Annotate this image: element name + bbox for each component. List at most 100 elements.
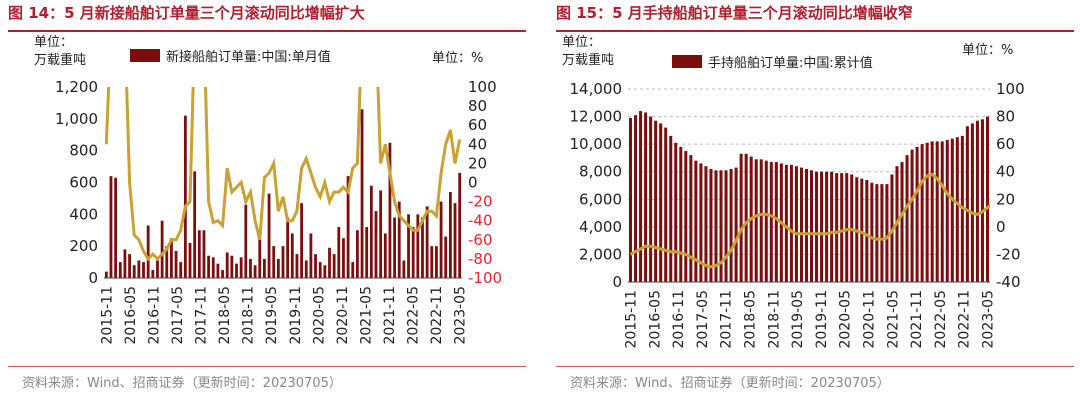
y-left-tick-label: 600 <box>69 174 98 192</box>
x-tick-label: 2016-05 <box>123 286 139 345</box>
bar <box>263 258 266 278</box>
bar <box>704 166 708 282</box>
bar <box>950 138 954 282</box>
bar <box>244 204 248 278</box>
bar <box>118 262 122 278</box>
bar <box>905 155 909 282</box>
bar <box>314 254 317 278</box>
bar <box>910 149 914 282</box>
bar <box>402 260 406 278</box>
bar <box>239 257 243 278</box>
bar <box>444 236 448 278</box>
bar <box>160 220 164 278</box>
bar <box>355 230 359 278</box>
bar <box>109 176 113 278</box>
x-tick-label: 2018-11 <box>766 290 782 349</box>
bar <box>276 258 280 278</box>
bar <box>724 170 728 282</box>
y-right-tick-label: 20 <box>468 154 487 172</box>
bar <box>925 142 929 282</box>
x-tick-label: 2022-11 <box>957 290 973 349</box>
y-right-tick-label: 60 <box>468 116 487 134</box>
y-right-tick-label: -100 <box>468 269 502 287</box>
bar <box>820 171 824 282</box>
bar <box>416 214 420 278</box>
chart-plot-right: 0 2,000 4,000 6,000 8,000 10,000 12,000 14,000 -… <box>570 80 1025 349</box>
figure-title: 图 15：5 月手持船舶订单量三个月滚动同比增幅收窄 <box>556 4 913 22</box>
x-tick-label: 2017-05 <box>170 286 186 345</box>
x-tick-label: 2016-11 <box>146 286 162 345</box>
unit-line-1: 单位： <box>562 35 602 50</box>
bar <box>784 164 788 282</box>
y-right-tick-label: 0 <box>996 218 1006 236</box>
y-right-tick-label: -40 <box>996 273 1021 291</box>
x-tick-label: 2022-05 <box>933 290 949 349</box>
bar <box>365 227 369 278</box>
bar <box>165 246 169 278</box>
x-tick-label: 2021-11 <box>909 290 925 349</box>
x-tick-label: 2020-11 <box>861 290 877 349</box>
bar <box>654 120 658 282</box>
bar <box>689 155 693 282</box>
y-left-tick-label: 1,200 <box>55 78 98 96</box>
x-tick-label: 2018-05 <box>743 290 759 349</box>
bar <box>975 120 979 282</box>
y-left-tick-label: 400 <box>69 205 98 223</box>
bar <box>448 192 452 278</box>
bar <box>789 164 793 282</box>
x-tick-label: 2021-05 <box>358 286 374 345</box>
bar <box>935 141 939 282</box>
bar <box>799 167 803 282</box>
x-tick-label: 2016-05 <box>647 290 663 349</box>
bar <box>860 178 864 282</box>
bar <box>880 184 884 282</box>
x-tick-label: 2020-05 <box>838 290 854 349</box>
unit-line-2: 万载重吨 <box>34 53 87 68</box>
bar <box>815 171 819 282</box>
bar <box>225 252 229 278</box>
y-left-tick-label: 200 <box>69 237 98 255</box>
chart-panel-right: 图 15：5 月手持船舶订单量三个月滚动同比增幅收窄 单位： 万载重吨 手持船舶… <box>548 0 1078 412</box>
bar <box>900 162 904 282</box>
bar <box>156 260 159 278</box>
bar <box>211 257 215 278</box>
bar <box>137 260 141 278</box>
bar <box>104 271 108 278</box>
bar <box>267 193 271 278</box>
y-left-tick-label: 0 <box>612 273 622 291</box>
bar <box>940 141 944 282</box>
bar <box>875 184 879 282</box>
bar <box>634 115 638 282</box>
bar <box>272 246 276 278</box>
bar <box>318 262 322 278</box>
line-series <box>629 172 990 269</box>
bar <box>383 233 387 278</box>
bar <box>132 265 136 278</box>
y-right-tick-label: -20 <box>996 245 1021 263</box>
bar <box>674 142 678 282</box>
y-right-tick-label: -80 <box>468 250 493 268</box>
bar <box>955 137 959 282</box>
bar <box>664 127 668 282</box>
bar <box>810 170 814 282</box>
figure-title: 图 14：5 月新接船舶订单量三个月滚动同比增幅扩大 <box>8 4 365 22</box>
y-left-tick-label: 14,000 <box>570 80 623 98</box>
bar <box>146 225 150 278</box>
bar <box>804 168 808 282</box>
x-tick-label: 2022-11 <box>429 286 445 345</box>
x-tick-label: 2023-05 <box>453 286 469 345</box>
bar <box>281 246 285 278</box>
bar <box>142 262 145 278</box>
bar <box>425 206 429 278</box>
bar <box>965 126 969 282</box>
y-right-tick-label: 80 <box>996 108 1015 126</box>
bar <box>629 117 633 282</box>
bar <box>679 146 683 282</box>
bar <box>174 250 178 278</box>
bar <box>388 142 392 278</box>
y-right-tick-label: 40 <box>468 135 487 153</box>
bar <box>253 265 257 278</box>
bar <box>328 247 331 278</box>
bar <box>744 153 748 282</box>
bar <box>304 260 308 278</box>
